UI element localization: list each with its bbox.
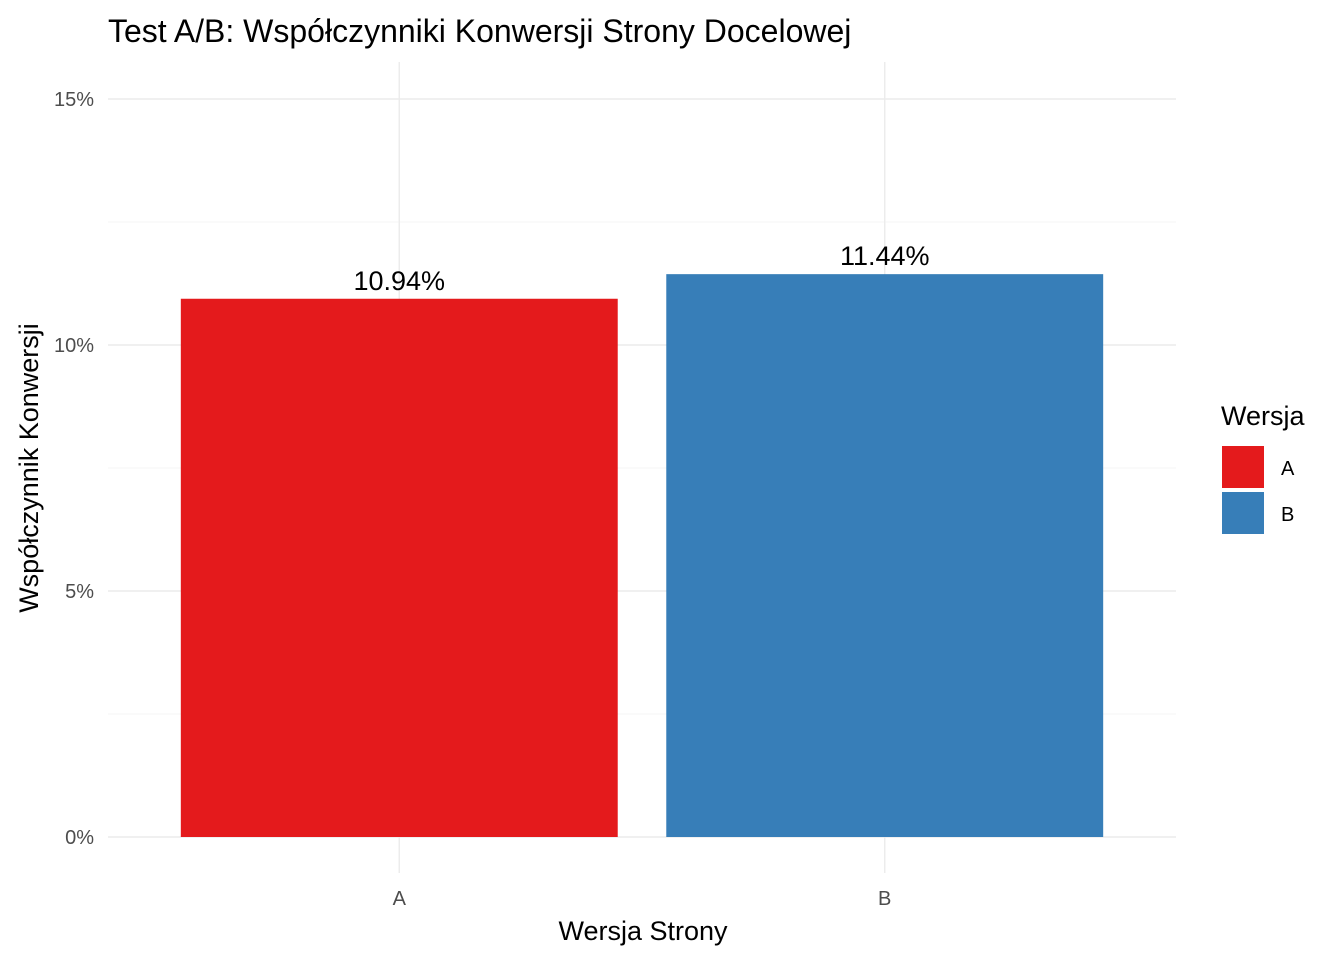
y-tick-label: 15% <box>54 89 94 111</box>
y-tick-label: 5% <box>65 581 94 603</box>
x-tick-label: A <box>393 888 407 910</box>
y-axis-ticks: 0% 5% 10% 15% <box>54 89 94 849</box>
legend-label-a: A <box>1281 458 1295 480</box>
legend-swatch-b <box>1222 492 1264 534</box>
legend-items: AB <box>1222 446 1295 534</box>
data-labels: 10.94% 11.44% <box>353 241 929 296</box>
legend: Wersja AB <box>1221 401 1306 534</box>
legend-swatch-a <box>1222 446 1264 488</box>
data-label-b: 11.44% <box>840 241 930 271</box>
bar-b <box>666 274 1104 838</box>
data-label-a: 10.94% <box>353 266 445 296</box>
y-tick-label: 0% <box>65 827 94 849</box>
bars <box>180 274 1104 838</box>
bar-a <box>180 298 618 837</box>
chart-title: Test A/B: Współczynniki Konwersji Strony… <box>108 13 851 49</box>
x-tick-label: B <box>878 888 891 910</box>
legend-label-b: B <box>1281 504 1294 526</box>
legend-title: Wersja <box>1221 401 1306 431</box>
x-axis-title: Wersja Strony <box>558 916 728 946</box>
y-tick-label: 10% <box>54 335 94 357</box>
y-axis-title: Współczynnik Konwersji <box>14 323 44 613</box>
